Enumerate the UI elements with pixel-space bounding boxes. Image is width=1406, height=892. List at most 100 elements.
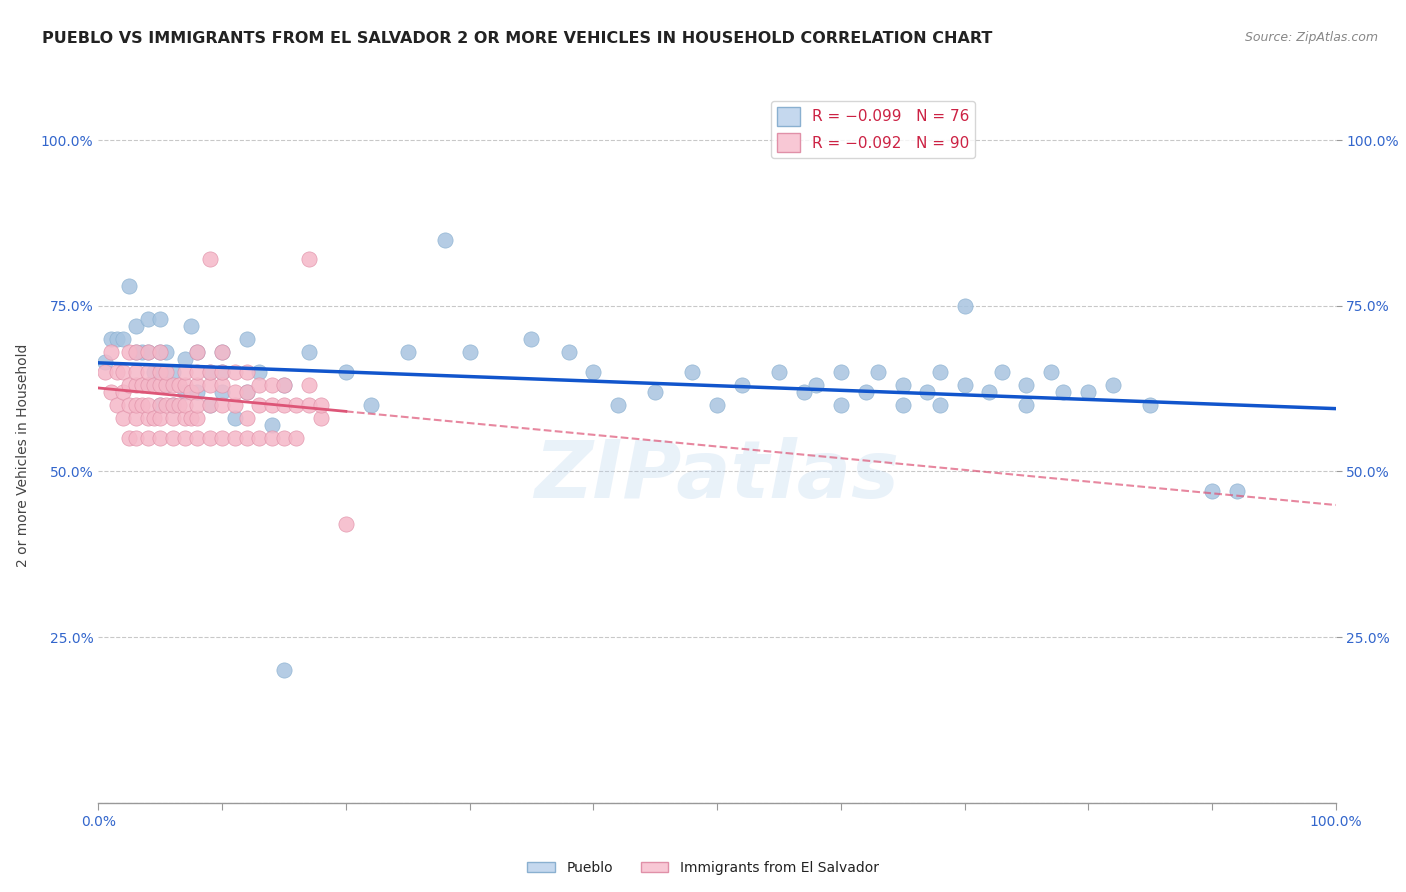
Legend: Pueblo, Immigrants from El Salvador: Pueblo, Immigrants from El Salvador bbox=[522, 855, 884, 880]
Point bbox=[149, 312, 172, 326]
Point bbox=[928, 365, 950, 379]
Point bbox=[335, 517, 357, 532]
Point bbox=[124, 378, 146, 392]
Point bbox=[143, 378, 166, 392]
Point bbox=[236, 411, 259, 425]
Point bbox=[1040, 365, 1063, 379]
Point bbox=[162, 431, 184, 445]
Point bbox=[136, 345, 159, 359]
Point bbox=[167, 378, 190, 392]
Point bbox=[644, 384, 666, 399]
Point bbox=[180, 384, 202, 399]
Point bbox=[1226, 484, 1249, 499]
Point bbox=[298, 252, 321, 267]
Point bbox=[186, 345, 208, 359]
Point bbox=[174, 378, 197, 392]
Point bbox=[433, 233, 456, 247]
Point bbox=[607, 398, 630, 412]
Point bbox=[1052, 384, 1074, 399]
Legend: R = −0.099   N = 76, R = −0.092   N = 90: R = −0.099 N = 76, R = −0.092 N = 90 bbox=[770, 101, 976, 158]
Point bbox=[211, 431, 233, 445]
Point bbox=[174, 365, 197, 379]
Point bbox=[990, 365, 1012, 379]
Point bbox=[260, 431, 283, 445]
Text: PUEBLO VS IMMIGRANTS FROM EL SALVADOR 2 OR MORE VEHICLES IN HOUSEHOLD CORRELATIO: PUEBLO VS IMMIGRANTS FROM EL SALVADOR 2 … bbox=[42, 31, 993, 46]
Point bbox=[162, 378, 184, 392]
Point bbox=[793, 384, 815, 399]
Point bbox=[105, 332, 128, 346]
Text: ZIPatlas: ZIPatlas bbox=[534, 437, 900, 515]
Point bbox=[174, 384, 197, 399]
Point bbox=[1015, 398, 1038, 412]
Point bbox=[112, 332, 135, 346]
Point bbox=[155, 345, 177, 359]
Point bbox=[224, 365, 246, 379]
Point bbox=[118, 279, 141, 293]
Point bbox=[174, 398, 197, 412]
Point bbox=[124, 398, 146, 412]
Point bbox=[118, 398, 141, 412]
Point bbox=[155, 398, 177, 412]
Point bbox=[167, 398, 190, 412]
Point bbox=[100, 345, 122, 359]
Point bbox=[768, 365, 790, 379]
Point bbox=[211, 384, 233, 399]
Point bbox=[112, 384, 135, 399]
Point bbox=[186, 378, 208, 392]
Point bbox=[198, 252, 221, 267]
Point bbox=[100, 384, 122, 399]
Point bbox=[1201, 484, 1223, 499]
Point bbox=[136, 312, 159, 326]
Point bbox=[186, 384, 208, 399]
Point bbox=[273, 431, 295, 445]
Point bbox=[131, 378, 153, 392]
Point bbox=[224, 384, 246, 399]
Point bbox=[224, 431, 246, 445]
Point bbox=[124, 431, 146, 445]
Point bbox=[211, 378, 233, 392]
Point bbox=[174, 411, 197, 425]
Point bbox=[855, 384, 877, 399]
Point bbox=[186, 411, 208, 425]
Point bbox=[180, 411, 202, 425]
Point bbox=[335, 365, 357, 379]
Point bbox=[198, 431, 221, 445]
Point bbox=[198, 378, 221, 392]
Point bbox=[309, 398, 332, 412]
Point bbox=[149, 345, 172, 359]
Point bbox=[149, 345, 172, 359]
Point bbox=[236, 384, 259, 399]
Point bbox=[891, 398, 914, 412]
Point bbox=[260, 418, 283, 433]
Point bbox=[211, 345, 233, 359]
Point bbox=[149, 431, 172, 445]
Point bbox=[928, 398, 950, 412]
Point bbox=[100, 332, 122, 346]
Point bbox=[1102, 378, 1125, 392]
Point bbox=[105, 365, 128, 379]
Point bbox=[247, 378, 270, 392]
Point bbox=[298, 378, 321, 392]
Point bbox=[149, 365, 172, 379]
Point bbox=[124, 365, 146, 379]
Point bbox=[1077, 384, 1099, 399]
Point bbox=[285, 431, 308, 445]
Point bbox=[731, 378, 754, 392]
Point bbox=[866, 365, 889, 379]
Point bbox=[174, 351, 197, 366]
Point bbox=[917, 384, 939, 399]
Point bbox=[247, 365, 270, 379]
Point bbox=[236, 384, 259, 399]
Point bbox=[124, 411, 146, 425]
Point bbox=[136, 345, 159, 359]
Point bbox=[979, 384, 1001, 399]
Point bbox=[149, 378, 172, 392]
Point bbox=[458, 345, 481, 359]
Point bbox=[198, 398, 221, 412]
Point bbox=[155, 365, 177, 379]
Text: Source: ZipAtlas.com: Source: ZipAtlas.com bbox=[1244, 31, 1378, 45]
Point bbox=[186, 398, 208, 412]
Point bbox=[891, 378, 914, 392]
Point bbox=[557, 345, 579, 359]
Point bbox=[162, 398, 184, 412]
